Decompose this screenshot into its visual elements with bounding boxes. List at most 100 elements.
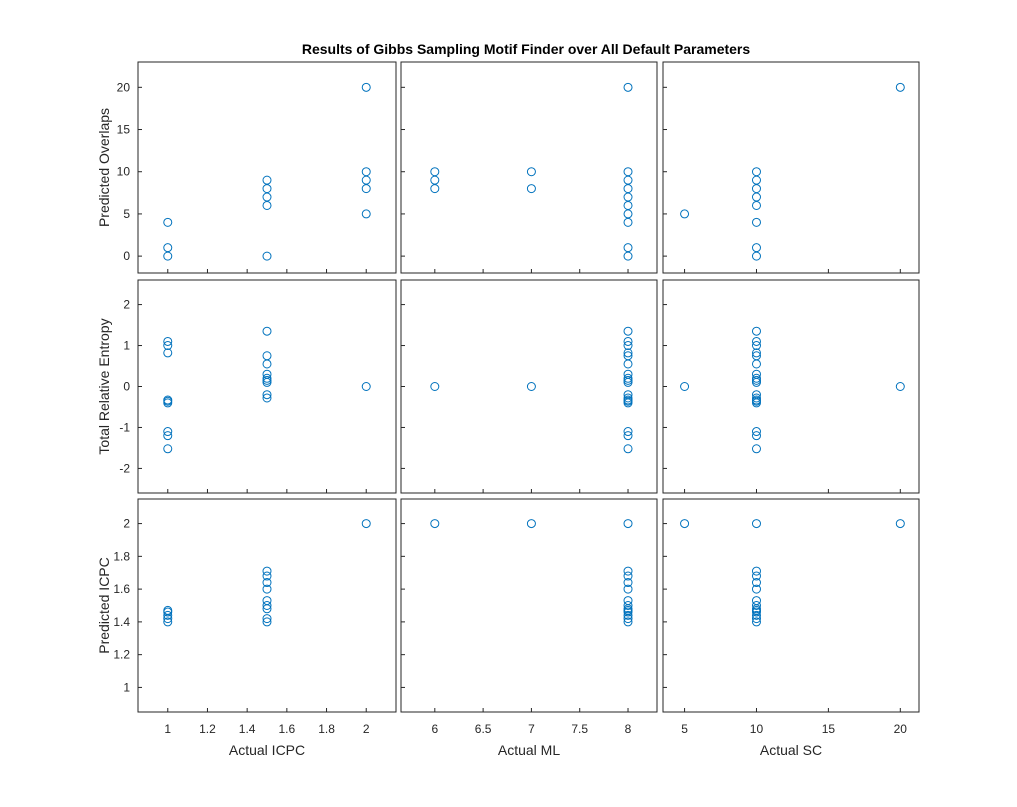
data-point xyxy=(623,427,633,437)
y-tick-label: 0 xyxy=(123,380,130,394)
data-point xyxy=(623,82,633,92)
data-point xyxy=(623,617,633,627)
data-point xyxy=(262,200,272,210)
data-point xyxy=(430,382,440,391)
axes-box-r1-c1 xyxy=(400,279,658,494)
data-point xyxy=(163,336,173,346)
y-tick-label: 1 xyxy=(123,680,130,694)
data-point xyxy=(526,382,536,391)
data-point xyxy=(361,209,371,219)
y-tick-label: 1.6 xyxy=(113,582,130,596)
data-point xyxy=(262,578,272,588)
data-point xyxy=(526,167,536,177)
data-point xyxy=(751,431,761,441)
chart-title: Results of Gibbs Sampling Motif Finder o… xyxy=(302,41,751,57)
data-point xyxy=(262,251,272,261)
data-point xyxy=(751,398,761,408)
y-tick-label: 10 xyxy=(117,165,131,179)
y-tick-label: 5 xyxy=(123,207,130,221)
x-axis-label: Actual SC xyxy=(760,742,822,758)
data-point xyxy=(895,82,905,92)
data-point xyxy=(751,444,761,454)
data-point xyxy=(623,326,633,336)
y-tick-label: -1 xyxy=(119,420,130,434)
data-point xyxy=(751,348,761,358)
x-axis-label: Actual ICPC xyxy=(229,742,305,758)
axes-box-r2-c2 xyxy=(662,498,920,713)
data-point xyxy=(623,359,633,369)
data-point xyxy=(751,251,761,261)
data-point xyxy=(751,578,761,588)
y-tick-label: 1 xyxy=(123,339,130,353)
data-point xyxy=(680,519,690,529)
data-point xyxy=(526,184,536,194)
data-point xyxy=(361,382,371,391)
x-tick-label: 1.6 xyxy=(279,722,296,736)
data-point xyxy=(751,571,761,581)
x-tick-label: 7.5 xyxy=(571,722,588,736)
data-point xyxy=(751,617,761,627)
data-point xyxy=(163,431,173,441)
data-point xyxy=(751,326,761,336)
y-tick-label: 1.2 xyxy=(113,648,130,662)
y-axis-label: Predicted Overlaps xyxy=(96,108,112,227)
data-point xyxy=(262,566,272,576)
y-tick-label: 20 xyxy=(117,80,131,94)
data-point xyxy=(262,584,272,594)
x-tick-label: 2 xyxy=(363,722,370,736)
axes-box-r0-c1 xyxy=(400,61,658,274)
y-tick-label: 1.4 xyxy=(113,615,130,629)
data-point xyxy=(361,519,371,529)
data-point xyxy=(751,377,761,387)
y-tick-label: -2 xyxy=(119,461,130,475)
data-point xyxy=(751,610,761,620)
y-tick-label: 1.8 xyxy=(113,549,130,563)
data-point xyxy=(361,82,371,92)
y-tick-label: 15 xyxy=(117,123,131,137)
data-point xyxy=(751,427,761,437)
data-point xyxy=(623,217,633,227)
data-point xyxy=(623,566,633,576)
x-tick-label: 15 xyxy=(822,722,836,736)
data-point xyxy=(163,398,173,408)
data-point xyxy=(262,617,272,627)
data-point xyxy=(751,584,761,594)
data-point xyxy=(163,607,173,617)
y-tick-label: 0 xyxy=(123,249,130,263)
x-tick-label: 6 xyxy=(431,722,438,736)
data-point xyxy=(262,326,272,336)
data-point xyxy=(751,341,761,351)
data-point xyxy=(623,601,633,610)
data-point xyxy=(623,578,633,588)
x-tick-label: 20 xyxy=(894,722,908,736)
y-axis-label: Total Relative Entropy xyxy=(96,318,112,454)
data-point xyxy=(623,348,633,358)
data-point xyxy=(262,571,272,581)
data-point xyxy=(623,610,633,620)
data-point xyxy=(430,184,440,194)
x-tick-label: 6.5 xyxy=(475,722,492,736)
data-point xyxy=(751,359,761,369)
x-tick-label: 8 xyxy=(625,722,632,736)
data-point xyxy=(751,566,761,576)
data-point xyxy=(623,336,633,346)
y-axis-label: Predicted ICPC xyxy=(96,557,112,653)
x-tick-label: 7 xyxy=(528,722,535,736)
data-point xyxy=(262,393,272,403)
x-tick-label: 1 xyxy=(164,722,171,736)
axes-box-r1-c2 xyxy=(662,279,920,494)
data-point xyxy=(623,398,633,408)
data-point xyxy=(680,382,690,391)
x-tick-label: 1.2 xyxy=(199,722,216,736)
data-point xyxy=(751,614,761,624)
data-point xyxy=(751,200,761,210)
data-point xyxy=(623,341,633,351)
panels-group: 0 5 10 15 20 Predicted Overlaps -2 -1 0 1 2 Total R… xyxy=(96,61,920,758)
data-point xyxy=(895,519,905,529)
x-tick-label: 10 xyxy=(750,722,764,736)
data-point xyxy=(262,359,272,369)
y-tick-label: 2 xyxy=(123,298,130,312)
data-point xyxy=(526,519,536,529)
data-point xyxy=(163,217,173,227)
